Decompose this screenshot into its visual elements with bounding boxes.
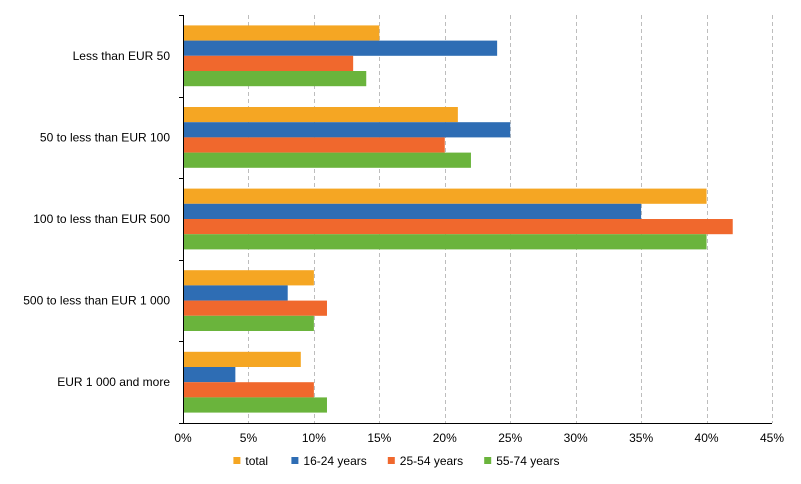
x-tick-label: 40% (695, 431, 719, 445)
legend: total 16-24 years 25-54 years 55-74 years (233, 454, 560, 468)
x-tick-label: 30% (564, 431, 588, 445)
category-label: EUR 1 000 and more (57, 375, 170, 389)
legend-label: 16-24 years (303, 454, 366, 468)
bar-55-74-years (183, 315, 314, 331)
bar-55-74-years (183, 397, 327, 413)
bar-16-24-years (183, 285, 288, 301)
bar-total (183, 270, 314, 286)
bar-16-24-years (183, 40, 498, 56)
bar-total (183, 351, 301, 367)
x-tick-label: 20% (433, 431, 457, 445)
x-tick-label: 0% (174, 431, 192, 445)
bar-16-24-years (183, 122, 511, 138)
bar-16-24-years (183, 367, 236, 383)
legend-label: 25-54 years (400, 454, 463, 468)
bars (183, 25, 733, 413)
category-label: 500 to less than EUR 1 000 (23, 294, 170, 308)
bar-total (183, 188, 707, 204)
legend-swatch (233, 457, 241, 464)
bar-55-74-years (183, 234, 707, 250)
bar-16-24-years (183, 203, 642, 219)
bar-total (183, 107, 458, 123)
legend-swatch (387, 457, 395, 464)
category-label: 50 to less than EUR 100 (40, 130, 170, 144)
legend-item: total (233, 454, 268, 468)
x-tick-label: 45% (760, 431, 784, 445)
axes (179, 15, 772, 424)
bar-25-54-years (183, 382, 314, 398)
bar-25-54-years (183, 55, 354, 71)
x-tick-label: 25% (498, 431, 522, 445)
legend-label: total (245, 454, 268, 468)
x-tick-label: 5% (240, 431, 258, 445)
bar-25-54-years (183, 137, 445, 153)
category-label: Less than EUR 50 (73, 49, 171, 63)
legend-item: 16-24 years (291, 454, 367, 468)
x-tick-label: 10% (302, 431, 326, 445)
bar-25-54-years (183, 300, 327, 316)
legend-swatch (291, 457, 299, 464)
x-tick-label: 35% (629, 431, 653, 445)
legend-item: 55-74 years (484, 454, 560, 468)
bar-55-74-years (183, 71, 367, 87)
legend-label: 55-74 years (496, 454, 559, 468)
bar-total (183, 25, 380, 41)
bar-25-54-years (183, 219, 733, 235)
legend-swatch (484, 457, 492, 464)
x-tick-label: 15% (367, 431, 391, 445)
x-axis-tick-labels: 0% 5% 10% 15% 20% 25% 30% 35% 40% 45% (174, 431, 784, 445)
category-labels: Less than EUR 50 50 to less than EUR 100 1… (23, 49, 170, 389)
category-label: 100 to less than EUR 500 (33, 212, 170, 226)
legend-item: 25-54 years (387, 454, 463, 468)
bar-55-74-years (183, 152, 471, 168)
